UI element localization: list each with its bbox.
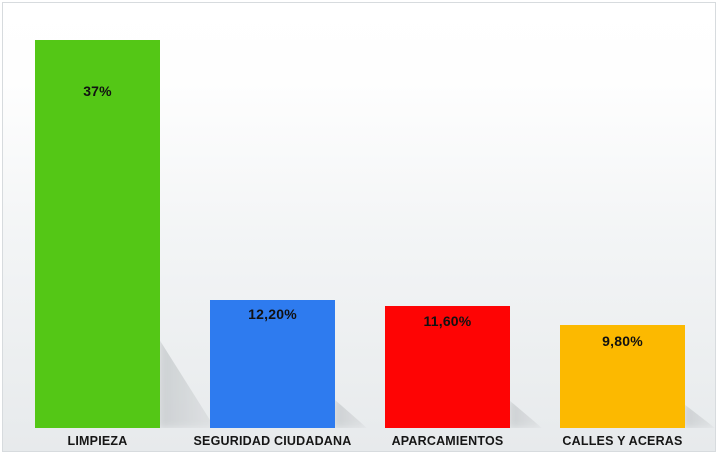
category-label-calles-y-aceras: CALLES Y ACERAS <box>562 434 683 448</box>
bar-shadow-calles-y-aceras <box>684 404 715 428</box>
bar-value-label-seguridad-ciudadana: 12,20% <box>248 306 297 322</box>
bar-value-label-aparcamientos: 11,60% <box>423 313 472 329</box>
bar-shadow-limpieza <box>159 339 215 428</box>
category-label-limpieza: LIMPIEZA <box>67 434 128 448</box>
bar-limpieza: 37% <box>35 40 160 428</box>
bar-value-label-limpieza: 37% <box>83 83 112 99</box>
bar-seguridad-ciudadana: 12,20% <box>210 300 335 428</box>
bar-shadow-aparcamientos <box>509 400 542 428</box>
bar-aparcamientos: 11,60% <box>385 306 510 428</box>
category-label-seguridad-ciudadana: SEGURIDAD CIUDADANA <box>193 434 352 448</box>
chart-frame: 37% LIMPIEZA 12,20% SEGURIDAD CIUDADANA 11,6… <box>2 2 716 452</box>
category-label-aparcamientos: APARCAMIENTOS <box>391 434 504 448</box>
bar-chart-plot-area: 37% LIMPIEZA 12,20% SEGURIDAD CIUDADANA 11,6… <box>3 3 715 451</box>
bar-shadow-seguridad-ciudadana <box>334 399 367 428</box>
bar-calles-y-aceras: 9,80% <box>560 325 685 428</box>
bar-value-label-calles-y-aceras: 9,80% <box>602 333 643 349</box>
